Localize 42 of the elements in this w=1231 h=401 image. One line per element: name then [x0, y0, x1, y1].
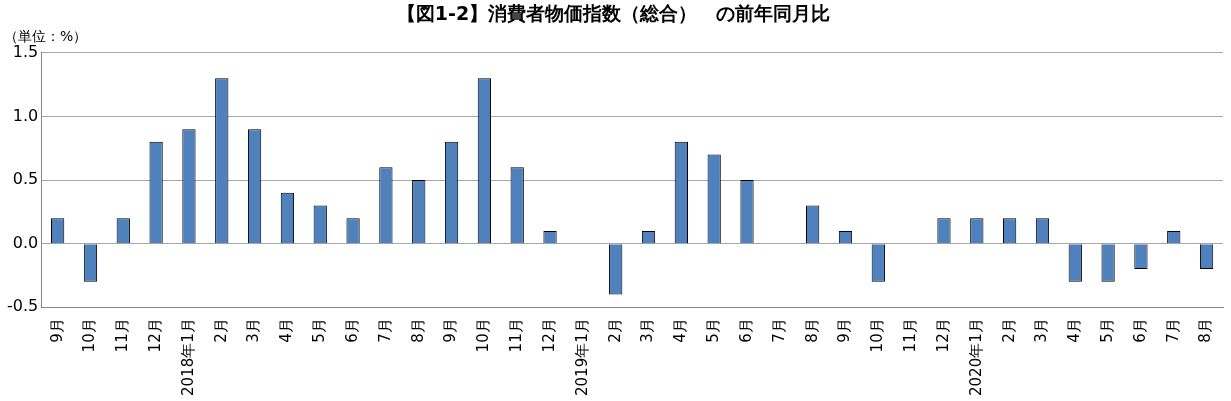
x-tick-label: 2019年1月 [572, 318, 591, 396]
x-tick-label: 2020年1月 [966, 318, 985, 396]
x-tick-label: 6月 [1130, 318, 1149, 343]
x-tick-label: 9月 [441, 318, 460, 343]
x-tick-label: 5月 [1098, 318, 1116, 343]
x-tick-label: 11月 [113, 318, 132, 353]
x-tick-label: 11月 [507, 318, 526, 353]
y-tick-label: 0.5 [12, 169, 39, 189]
x-tick-label: 12月 [146, 318, 164, 353]
x-tick-label: 6月 [736, 318, 755, 343]
x-tick-label: 7月 [375, 318, 394, 343]
x-tick-label: 8月 [802, 318, 821, 343]
x-tick-label: 11月 [901, 318, 920, 353]
x-tick-label: 2月 [999, 318, 1018, 343]
x-tick-label: 2018年1月 [178, 318, 197, 396]
x-tick-label: 4月 [277, 318, 296, 343]
y-axis-title: （単位：%） [4, 27, 88, 44]
x-tick-label: 7月 [1163, 318, 1182, 343]
y-tick-label: 1.0 [12, 105, 39, 125]
x-tick-label: 10月 [80, 318, 99, 353]
x-tick-label: 5月 [310, 318, 329, 343]
x-tick-label: 9月 [47, 318, 66, 343]
x-tick-label: 10月 [474, 318, 493, 353]
x-tick-label: 5月 [704, 318, 723, 343]
x-tick-label: 9月 [835, 318, 854, 343]
x-tick-label: 12月 [539, 318, 558, 353]
x-tick-label: 3月 [1032, 318, 1051, 343]
x-tick-label: 7月 [769, 318, 788, 343]
x-tick-label: 4月 [1065, 318, 1084, 343]
x-tick-label: 3月 [638, 318, 657, 343]
x-tick-label: 8月 [408, 318, 427, 343]
x-tick-label: 12月 [933, 318, 952, 353]
chart-title: 【図1-2】消費者物価指数（総合） の前年同月比 [396, 2, 831, 25]
y-tick-label: 0.0 [12, 232, 39, 252]
x-tick-label: 3月 [244, 318, 263, 343]
x-tick-label: 2月 [211, 318, 230, 343]
x-tick-label: 10月 [868, 318, 887, 353]
x-tick-label: 6月 [342, 318, 361, 343]
x-tick-label: 8月 [1196, 318, 1215, 343]
x-tick-label: 4月 [671, 318, 690, 343]
y-tick-label: -0.5 [7, 296, 39, 316]
x-tick-label: 2月 [605, 318, 624, 343]
